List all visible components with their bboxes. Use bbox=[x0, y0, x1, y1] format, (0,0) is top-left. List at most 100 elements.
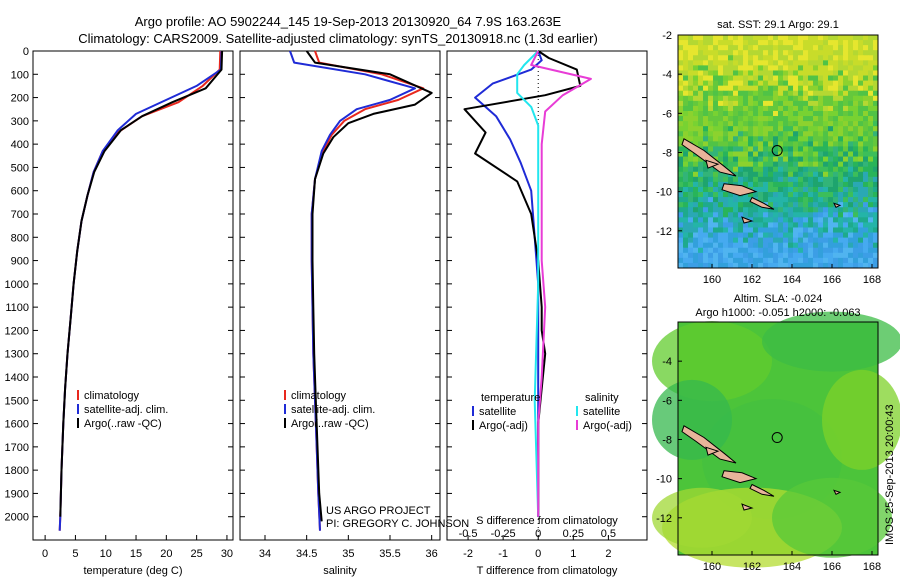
sst-cell bbox=[808, 35, 814, 41]
sst-cell bbox=[788, 212, 794, 218]
sst-cell bbox=[863, 90, 869, 97]
sst-cell bbox=[763, 181, 769, 188]
sst-cell bbox=[848, 50, 854, 56]
sst-cell bbox=[753, 237, 759, 244]
sst-cell bbox=[818, 40, 824, 46]
sst-cell bbox=[718, 60, 724, 66]
sst-cell bbox=[868, 192, 874, 198]
sst-cell bbox=[858, 197, 864, 203]
sst-cell bbox=[838, 70, 844, 77]
sst-cell bbox=[813, 60, 819, 66]
sst-cell bbox=[803, 110, 809, 117]
sst-cell bbox=[823, 192, 829, 198]
sst-cell bbox=[803, 70, 809, 77]
sst-cell bbox=[758, 166, 764, 173]
sst-cell bbox=[743, 257, 749, 264]
sst-cell bbox=[783, 136, 789, 142]
sst-cell bbox=[848, 40, 854, 46]
sst-cell bbox=[823, 232, 829, 239]
sst-cell bbox=[828, 202, 834, 208]
sst-cell bbox=[783, 166, 789, 173]
sst-cell bbox=[793, 192, 799, 198]
sst-cell bbox=[733, 75, 739, 82]
sst-cell bbox=[748, 60, 754, 66]
sst-cell bbox=[833, 181, 839, 188]
sst-cell bbox=[853, 217, 859, 223]
sst-cell bbox=[828, 65, 834, 71]
sst-cell bbox=[738, 110, 744, 117]
sst-cell bbox=[868, 252, 874, 259]
sst-cell bbox=[728, 176, 734, 183]
sst-cell bbox=[738, 146, 744, 152]
sst-cell bbox=[818, 207, 824, 213]
sst-cell bbox=[728, 60, 734, 66]
sst-cell bbox=[728, 141, 734, 147]
sst-cell bbox=[693, 75, 699, 82]
sst-cell bbox=[853, 237, 859, 244]
sst-cell bbox=[828, 252, 834, 259]
sst-cell bbox=[808, 242, 814, 249]
sst-cell bbox=[798, 65, 804, 71]
sst-cell bbox=[738, 151, 744, 158]
sst-cell bbox=[698, 207, 704, 213]
sst-cell bbox=[818, 257, 824, 264]
sst-cell bbox=[803, 85, 809, 92]
y-tick-label: 1500 bbox=[5, 395, 29, 407]
sst-cell bbox=[698, 80, 704, 87]
x-tick-label: 1 bbox=[570, 548, 576, 560]
sst-cell bbox=[873, 217, 879, 223]
sst-cell bbox=[838, 227, 844, 234]
sst-cell bbox=[793, 186, 799, 193]
sst-cell bbox=[753, 121, 759, 127]
sst-cell bbox=[733, 207, 739, 213]
sst-cell bbox=[703, 45, 709, 51]
sst-cell bbox=[843, 95, 849, 102]
sst-cell bbox=[788, 252, 794, 259]
x-tick-label: 166 bbox=[823, 561, 841, 573]
sst-cell bbox=[678, 80, 684, 87]
sst-cell bbox=[798, 161, 804, 168]
sst-cell bbox=[853, 262, 859, 269]
sst-cell bbox=[678, 166, 684, 173]
sst-cell bbox=[863, 126, 869, 132]
sst-cell bbox=[763, 95, 769, 102]
plot-frame bbox=[239, 50, 441, 541]
sst-cell bbox=[768, 207, 774, 213]
sst-cell bbox=[863, 202, 869, 208]
sst-cell bbox=[843, 136, 849, 142]
sst-cell bbox=[823, 90, 829, 97]
y-tick-label: 100 bbox=[11, 69, 29, 81]
sst-cell bbox=[778, 247, 784, 254]
sst-cell bbox=[693, 232, 699, 239]
sst-cell bbox=[703, 262, 709, 269]
sst-cell bbox=[688, 212, 694, 218]
x-tick-label: 15 bbox=[130, 548, 142, 560]
sst-cell bbox=[853, 60, 859, 66]
sst-cell bbox=[848, 70, 854, 77]
sst-cell bbox=[758, 126, 764, 132]
sst-cell bbox=[708, 186, 714, 193]
sst-cell bbox=[748, 50, 754, 56]
sst-cell bbox=[718, 257, 724, 264]
sst-cell bbox=[873, 70, 879, 77]
sst-cell bbox=[758, 212, 764, 218]
y-tick-label: 1100 bbox=[5, 302, 29, 314]
sst-cell bbox=[873, 171, 879, 178]
sst-cell bbox=[703, 60, 709, 66]
sst-cell bbox=[868, 237, 874, 244]
sst-cell bbox=[758, 110, 764, 117]
sst-cell bbox=[688, 136, 694, 142]
island bbox=[741, 503, 754, 511]
sst-cell bbox=[803, 161, 809, 168]
sst-cell bbox=[768, 60, 774, 66]
sst-cell bbox=[848, 80, 854, 87]
sst-cell bbox=[748, 176, 754, 183]
float-position-marker bbox=[771, 145, 783, 157]
sst-cell bbox=[723, 45, 729, 51]
sst-cell bbox=[828, 85, 834, 92]
sst-cell bbox=[688, 100, 694, 107]
sst-cell bbox=[828, 186, 834, 193]
sst-cell bbox=[783, 197, 789, 203]
sst-cell bbox=[708, 146, 714, 152]
